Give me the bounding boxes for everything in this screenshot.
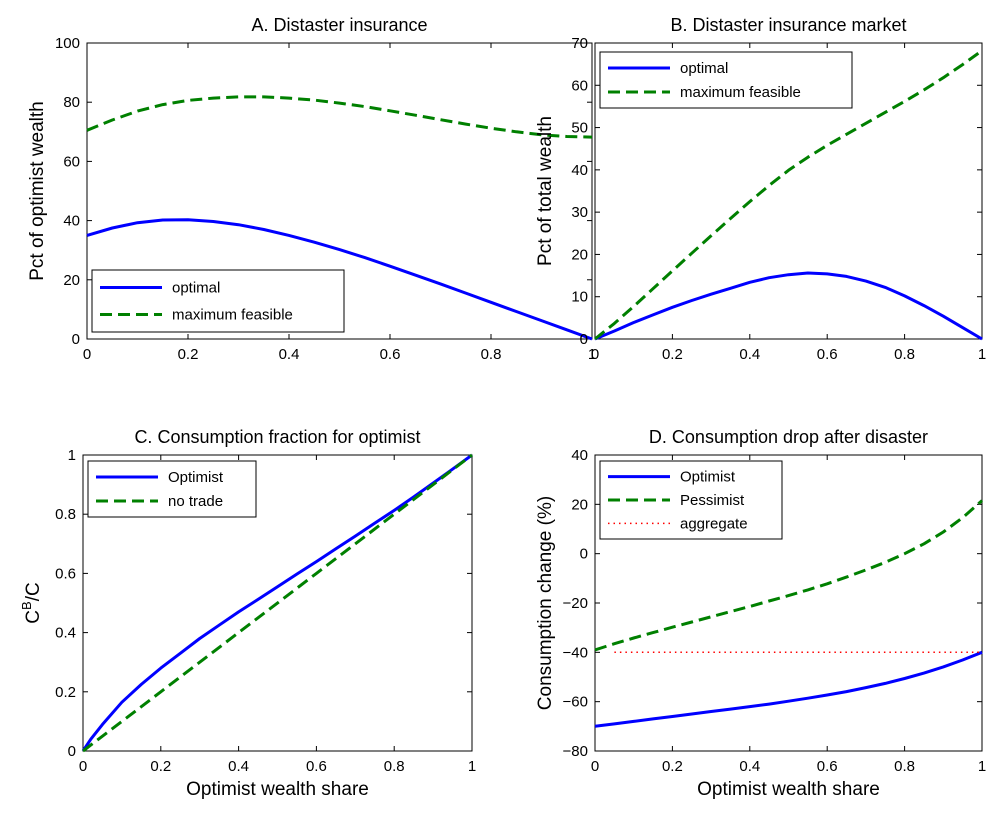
y-axis-label-tail: /C [23, 582, 44, 601]
legend: Optimist Pessimist aggregate [599, 460, 783, 540]
legend-label: Pessimist [680, 492, 745, 509]
legend-label: Optimist [168, 469, 224, 486]
x-tick-label: 0.4 [279, 346, 300, 363]
x-tick-label: 0.4 [739, 758, 760, 775]
chart-panel-1: B. Distaster insurance market 0 0.2 0.4 0.6 0… [535, 15, 986, 363]
series-line-pessimist [594, 499, 983, 652]
x-tick-label: 0.6 [306, 758, 327, 775]
legend: Optimist no trade [87, 460, 257, 518]
y-axis-label-main: Pct of optimist wealth [27, 101, 48, 281]
y-axis-label: CB/C [19, 582, 44, 623]
series-line-optimist [81, 453, 473, 752]
y-axis-label: Pct of total wealth [535, 116, 556, 266]
y-tick-label: 80 [63, 94, 80, 111]
x-axis-label: Optimist wealth share [186, 779, 369, 800]
y-tick-label: 1 [68, 447, 76, 464]
x-tick-label: 0 [79, 758, 87, 775]
y-tick-label: 40 [63, 213, 80, 230]
chart-title: A. Distaster insurance [251, 15, 427, 35]
y-axis-label-main: Pct of total wealth [535, 116, 556, 266]
series-line-no-trade [82, 453, 473, 753]
x-axis-label: Optimist wealth share [697, 779, 880, 800]
y-tick-label: 40 [571, 447, 588, 464]
y-tick-label: −40 [563, 644, 588, 661]
y-tick-label: 20 [571, 496, 588, 513]
y-tick-label: 50 [571, 120, 588, 137]
x-tick-label: 0.4 [228, 758, 249, 775]
y-tick-label: 30 [571, 204, 588, 221]
y-tick-label: 0.2 [55, 684, 76, 701]
axes-box [594, 42, 983, 340]
y-tick-label: 20 [571, 246, 588, 263]
x-tick-label: 1 [468, 758, 476, 775]
x-tick-label: 0.2 [150, 758, 171, 775]
x-tick-label: 0.8 [894, 346, 915, 363]
x-tick-label: 0.8 [894, 758, 915, 775]
x-tick-label: 1 [588, 346, 596, 363]
x-tick-label: 0.2 [662, 346, 683, 363]
series-line-maximum-feasible [594, 49, 983, 341]
y-tick-label: 60 [63, 153, 80, 170]
legend-label: Optimist [680, 469, 736, 486]
y-axis-label-main: Consumption change (%) [535, 496, 556, 710]
y-tick-label: 0 [580, 331, 588, 348]
chart-panel-2: C. Consumption fraction for optimist 0 0.2… [19, 427, 476, 800]
x-tick-label: 0.8 [481, 346, 502, 363]
legend: optimal maximum feasible [91, 269, 345, 333]
y-tick-label: 0.8 [55, 506, 76, 523]
axes-box [82, 454, 473, 752]
chart-title: D. Consumption drop after disaster [649, 427, 928, 447]
chart-title: C. Consumption fraction for optimist [134, 427, 420, 447]
x-tick-label: 0.2 [662, 758, 683, 775]
legend-label: optimal [172, 280, 220, 297]
series-line-maximum-feasible [86, 95, 593, 139]
y-axis-label-main: C [23, 610, 44, 624]
y-tick-label: 10 [571, 289, 588, 306]
y-tick-label: 0 [580, 546, 588, 563]
y-axis-label: Pct of optimist wealth [27, 101, 48, 281]
legend-box [91, 269, 345, 333]
x-tick-label: 1 [978, 758, 986, 775]
series-line-optimist [594, 650, 983, 728]
legend-box [87, 460, 257, 518]
y-tick-label: −60 [563, 694, 588, 711]
x-tick-label: 0.4 [739, 346, 760, 363]
axes-box [86, 42, 593, 340]
y-tick-label: 0 [72, 331, 80, 348]
x-tick-label: 0 [83, 346, 91, 363]
y-tick-label: −80 [563, 743, 588, 760]
y-tick-label: 40 [571, 162, 588, 179]
y-tick-label: 100 [55, 35, 80, 52]
y-tick-label: 60 [571, 77, 588, 94]
y-tick-label: 0.6 [55, 565, 76, 582]
y-axis-label-sup: B [19, 601, 34, 610]
x-tick-label: 0 [591, 758, 599, 775]
y-tick-label: 0.4 [55, 625, 76, 642]
x-tick-label: 0.6 [817, 758, 838, 775]
y-tick-label: 70 [571, 35, 588, 52]
x-tick-label: 1 [978, 346, 986, 363]
legend-label: no trade [168, 493, 223, 510]
legend-box [599, 51, 853, 109]
chart-panel-3: D. Consumption drop after disaster 0 0.2 0.… [535, 427, 986, 800]
x-tick-label: 0.8 [384, 758, 405, 775]
x-tick-label: 0.6 [817, 346, 838, 363]
x-tick-label: 0.6 [380, 346, 401, 363]
legend-label: maximum feasible [172, 307, 293, 324]
y-axis-label: Consumption change (%) [535, 496, 556, 710]
legend: optimal maximum feasible [599, 51, 853, 109]
y-tick-label: 0 [68, 743, 76, 760]
legend-label: aggregate [680, 515, 748, 532]
legend-label: optimal [680, 60, 728, 77]
y-tick-label: −20 [563, 595, 588, 612]
y-tick-label: 20 [63, 272, 80, 289]
legend-label: maximum feasible [680, 84, 801, 101]
x-tick-label: 0.2 [178, 346, 199, 363]
x-tick-label: 0 [591, 346, 599, 363]
series-line-optimal [594, 271, 983, 341]
series-line-optimal [86, 218, 593, 341]
chart-title: B. Distaster insurance market [670, 15, 906, 35]
